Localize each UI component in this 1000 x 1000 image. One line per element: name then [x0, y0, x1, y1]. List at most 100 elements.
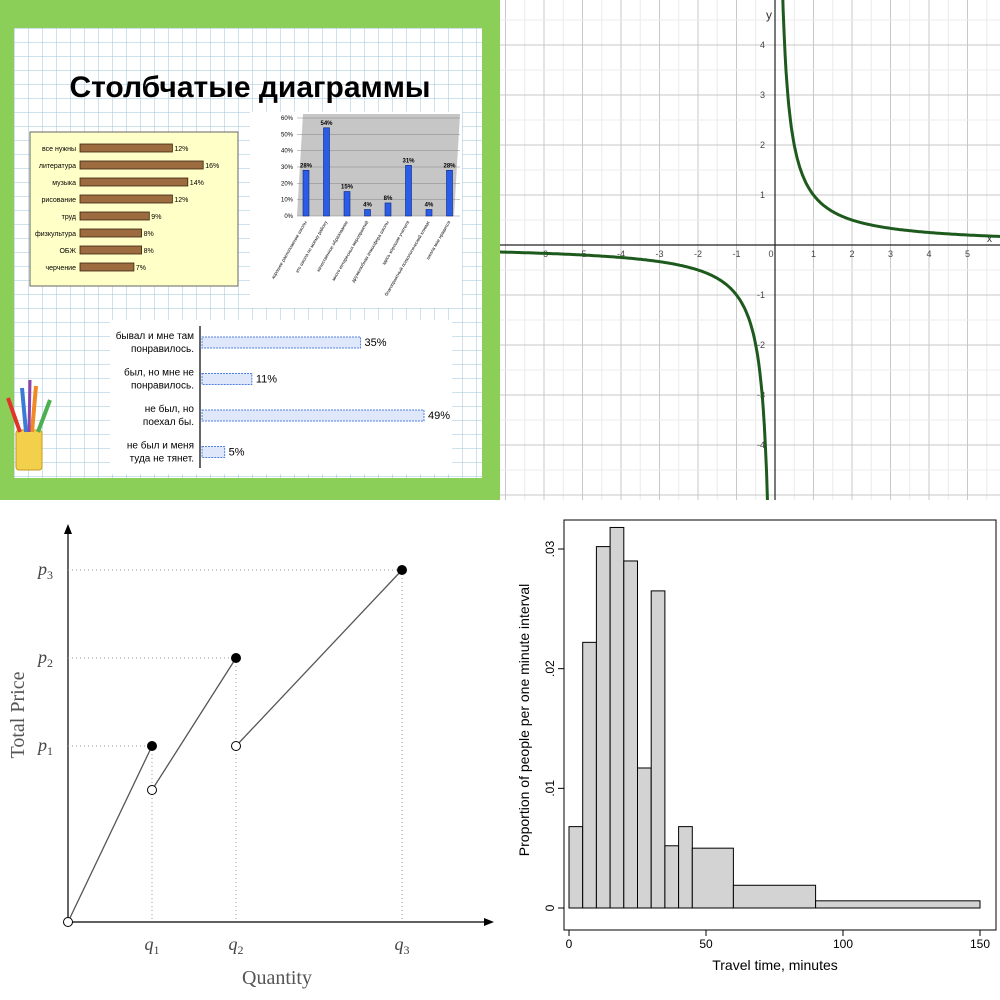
subject-label: литература: [39, 163, 76, 170]
visit-label-line: туда не тянет.: [130, 454, 194, 465]
x-tick-label: q2: [229, 934, 244, 957]
y-tick-label: .03: [543, 540, 557, 557]
visit-value-label: 49%: [428, 410, 450, 422]
histogram-bar: [664, 845, 680, 909]
guide-lines: [68, 569, 403, 922]
reasons-bar: [323, 127, 330, 217]
y-tick-label: -1: [757, 290, 765, 300]
visit-label-line: поехал бы.: [143, 416, 194, 428]
y-tick-label: 4: [760, 40, 765, 50]
x-tick-label: 2: [849, 249, 854, 259]
y-axis-arrow-icon: [64, 524, 72, 534]
reasons-value-label: 28%: [443, 163, 456, 169]
histogram-bar: [691, 847, 734, 909]
visit-label-line: бывал и мне там: [116, 330, 194, 342]
y-tick-label: p2: [36, 647, 53, 670]
slide-svg: Столбчатые диаграммы все нужны 12% литерат…: [6, 28, 482, 478]
x-tick-label: -3: [655, 249, 663, 259]
visit-bar: [201, 373, 253, 385]
subject-bar: [79, 143, 173, 153]
visit-chart: бывал и мне там понравилось. 35% был, но мн…: [116, 330, 451, 465]
price-segment: [67, 745, 153, 923]
reasons-value-label: 4%: [425, 202, 434, 208]
reasons-ytick: 30%: [281, 165, 294, 171]
reasons-value-label: 54%: [320, 121, 333, 127]
histogram-bar: [595, 546, 611, 909]
reasons-ytick: 0%: [284, 214, 293, 220]
y-axis-title: Proportion of people per one minute inte…: [516, 584, 532, 856]
total-price-svg: q1 q2 q3 p1 p2 p3 Quantity Total Price: [7, 524, 494, 989]
reasons-bar: [405, 165, 412, 217]
slide-panel: Столбчатые диаграммы все нужны 12% литерат…: [0, 0, 500, 500]
subject-bar: [79, 177, 189, 187]
subject-value-label: 12%: [174, 197, 188, 204]
y-axis-title: Total Price: [7, 671, 29, 758]
reasons-value-label: 15%: [341, 185, 354, 191]
subject-bar: [79, 245, 142, 255]
reasons-bar: [446, 169, 453, 217]
y-tick-label: -2: [757, 340, 765, 350]
y-tick-label: .02: [543, 660, 557, 677]
reasons-bar: [343, 191, 351, 217]
subject-value-label: 8%: [144, 248, 154, 255]
x-tick-label: 5: [965, 249, 970, 259]
open-endpoint: [63, 917, 73, 927]
price-segments: [63, 565, 407, 927]
histogram-svg: 0 50 100 150 0 .01 .02 .03 Travel time, minutes…: [516, 519, 997, 973]
x-tick-label: 150: [970, 937, 990, 951]
tick-labels: q1 q2 q3 p1 p2 p3: [36, 559, 410, 957]
x-axis-title: Travel time, minutes: [712, 957, 838, 973]
y-tick-label: -4: [757, 440, 765, 450]
y-tick-label: p1: [36, 735, 53, 758]
hyperbola-branch-right: [781, 0, 1000, 238]
histogram-bar: [623, 560, 639, 909]
closed-endpoint: [147, 741, 157, 751]
reasons-value-label: 28%: [300, 163, 313, 169]
subject-label: все нужны: [42, 146, 76, 153]
visit-value-label: 35%: [365, 337, 387, 349]
hyperbola-grid: [500, 0, 1000, 500]
reasons-value-label: 8%: [384, 196, 393, 202]
total-price-panel: q1 q2 q3 p1 p2 p3 Quantity Total Price: [0, 500, 500, 1000]
subject-label: физкультура: [35, 231, 76, 238]
subject-value-label: 7%: [136, 265, 146, 272]
price-segment: [235, 569, 403, 747]
y-tick-label: 1: [760, 190, 765, 200]
visit-bar: [201, 409, 425, 422]
reasons-bar: [425, 209, 433, 217]
histogram-bars: [568, 526, 981, 909]
subject-label: труд: [62, 214, 76, 221]
price-segment: [151, 657, 237, 791]
y-tick-label: 2: [760, 140, 765, 150]
subjects-chart-box: [29, 131, 239, 287]
reasons-bar: [302, 169, 310, 217]
x-tick-label: q1: [145, 934, 160, 957]
visit-label-line: не был и меня: [127, 440, 194, 452]
x-tick-label: -2: [694, 249, 702, 259]
x-tick-label: 1: [811, 249, 816, 259]
visit-label-line: понравилось.: [131, 381, 194, 392]
hyperbola-branch-left: [500, 250, 769, 500]
x-tick-label: 50: [699, 937, 713, 951]
visit-value-label: 11%: [256, 374, 277, 386]
subjects-chart: все нужны 12% литература 16% музыка 14% рисова…: [35, 143, 219, 272]
subject-bar: [79, 228, 142, 238]
x-tick-label: 100: [833, 937, 853, 951]
y-tick-label: p3: [36, 559, 53, 582]
subject-value-label: 16%: [205, 163, 219, 170]
histogram-bar: [732, 884, 817, 909]
histogram-bar: [637, 767, 652, 909]
reasons-plot-area: [297, 114, 460, 216]
histogram-bar: [815, 900, 981, 909]
y-axis-label: y: [766, 8, 772, 22]
x-tick-label: 4: [926, 249, 931, 259]
visit-value-label: 5%: [229, 447, 245, 459]
visit-label-line: не был, но: [145, 403, 195, 415]
subject-label: черчение: [46, 265, 77, 272]
histogram-bar: [678, 826, 693, 909]
x-tick-label: 0: [566, 937, 573, 951]
reasons-ytick: 10%: [281, 198, 294, 204]
x-tick-label: q3: [395, 934, 410, 957]
subject-bar: [79, 262, 135, 272]
